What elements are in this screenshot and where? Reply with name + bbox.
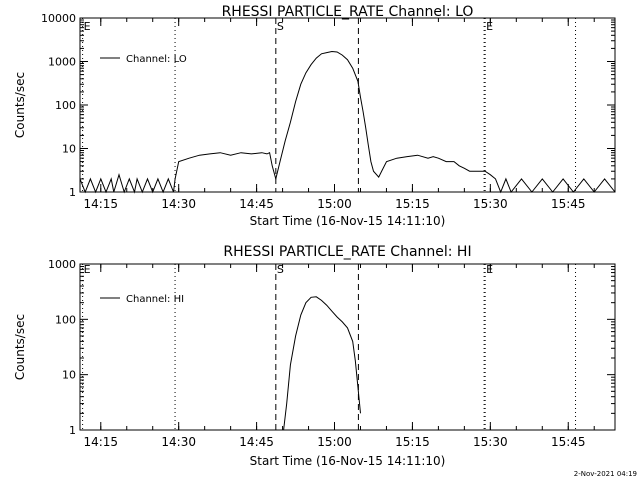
chart-title: RHESSI PARTICLE_RATE Channel: HI bbox=[223, 244, 471, 260]
x-tick-label: 15:30 bbox=[473, 197, 508, 211]
x-tick-label: 14:45 bbox=[239, 435, 274, 449]
y-tick-label: 1000 bbox=[48, 56, 76, 69]
y-tick-label: 1 bbox=[69, 186, 76, 199]
plot-frame bbox=[79, 263, 616, 431]
legend-label: Channel: LO bbox=[126, 54, 187, 65]
series-line bbox=[283, 296, 361, 431]
y-tick-label: 10 bbox=[62, 369, 76, 382]
y-axis-label: Counts/sec bbox=[13, 72, 27, 138]
event-marker-label: E bbox=[84, 263, 91, 276]
x-tick-label: 15:00 bbox=[317, 435, 352, 449]
event-marker-label: S bbox=[277, 263, 284, 276]
event-marker-label: S bbox=[277, 20, 284, 33]
x-tick-label: 14:45 bbox=[239, 197, 274, 211]
x-axis-label: Start Time (16-Nov-15 14:11:10) bbox=[250, 454, 446, 468]
x-tick-label: 15:45 bbox=[551, 197, 586, 211]
x-tick-label: 14:30 bbox=[161, 197, 196, 211]
x-tick-label: 15:00 bbox=[317, 197, 352, 211]
x-tick-label: 15:30 bbox=[473, 435, 508, 449]
y-tick-label: 1000 bbox=[48, 258, 76, 271]
event-marker-label: E bbox=[84, 20, 91, 33]
chart-title: RHESSI PARTICLE_RATE Channel: LO bbox=[222, 4, 474, 20]
panel-lo: RHESSI PARTICLE_RATE Channel: LO 1 10 100 10… bbox=[13, 4, 616, 228]
x-tick-label: 15:45 bbox=[551, 435, 586, 449]
x-tick-label: 14:30 bbox=[161, 435, 196, 449]
y-tick-label: 10 bbox=[62, 143, 76, 156]
panel-hi: RHESSI PARTICLE_RATE Channel: HI 1 10 100 10… bbox=[13, 244, 616, 468]
y-tick-label: 1 bbox=[69, 424, 76, 437]
y-tick-label: 100 bbox=[55, 99, 76, 112]
legend-label: Channel: HI bbox=[126, 294, 184, 305]
x-tick-label: 15:15 bbox=[395, 197, 430, 211]
event-marker-label: E bbox=[486, 20, 493, 33]
x-tick-label: 14:15 bbox=[83, 435, 118, 449]
event-marker-label: E bbox=[486, 263, 493, 276]
x-tick-label: 14:15 bbox=[83, 197, 118, 211]
y-tick-label: 100 bbox=[55, 313, 76, 326]
y-tick-label: 10000 bbox=[41, 12, 76, 25]
plot-frame bbox=[79, 17, 616, 193]
series-line bbox=[79, 50, 616, 194]
x-tick-label: 15:15 bbox=[395, 435, 430, 449]
y-axis-label: Counts/sec bbox=[13, 314, 27, 380]
footer-timestamp: 2-Nov-2021 04:19 bbox=[574, 470, 637, 478]
x-axis-label: Start Time (16-Nov-15 14:11:10) bbox=[250, 214, 446, 228]
